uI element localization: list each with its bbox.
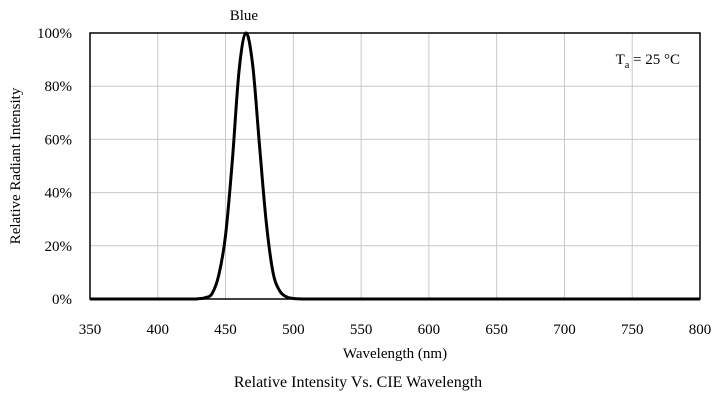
x-tick-label: 400 [147,322,170,338]
label-layer: Blue Ta = 25 °C [230,8,680,71]
plot-frame [89,32,701,300]
x-axis-label: Wavelength (nm) [343,346,447,362]
x-tick-label: 550 [350,322,373,338]
y-tick-label: 80% [45,79,73,95]
axes: 350 400 450 500 550 600 650 700 750 800 0% 20% 40% 60… [8,26,711,362]
y-tick-label: 0% [52,292,72,308]
x-tick-label: 350 [79,322,102,338]
x-tick-label: 650 [485,322,508,338]
x-tick-label: 750 [621,322,644,338]
x-tick-label: 600 [418,322,441,338]
y-tick-label: 40% [45,186,73,202]
x-tick-label: 800 [689,322,712,338]
chart-caption: Relative Intensity Vs. CIE Wavelength [233,374,483,391]
grid [90,33,700,299]
y-tick-label: 100% [37,26,72,42]
peak-annotation: Blue [230,8,259,24]
x-tick-label: 500 [282,322,305,338]
y-tick-label: 60% [45,132,73,148]
y-tick-label: 20% [45,239,73,255]
x-tick-label: 450 [214,322,237,338]
y-axis-label: Relative Radiant Intensity [8,87,24,244]
condition-label: Ta = 25 °C [616,52,680,71]
series-layer [90,31,700,301]
x-tick-label: 700 [553,322,576,338]
series-line-blue [90,31,700,301]
